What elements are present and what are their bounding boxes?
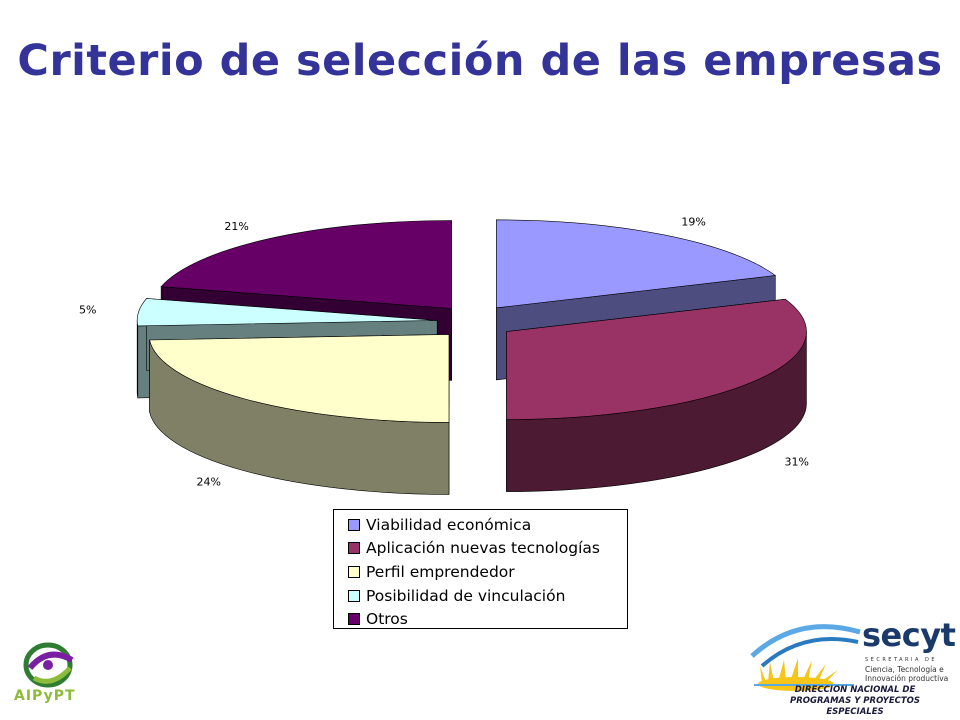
legend-label-0: Viabilidad económica <box>366 515 532 534</box>
pie-slice-top-3 <box>136 298 438 327</box>
legend-swatch-0 <box>348 518 360 531</box>
data-label-0: 19% <box>681 216 705 229</box>
secyt-subtitle: Ciencia, Tecnología e Innovación product… <box>865 665 949 683</box>
pie-slice-top-2 <box>149 334 450 423</box>
legend-item-3: Posibilidad de vinculación <box>348 584 627 608</box>
data-label-4: 21% <box>224 220 248 233</box>
data-label-2: 24% <box>196 475 220 488</box>
chart-legend: Viabilidad económica Aplicación nuevas te… <box>333 509 628 629</box>
pie-slice-top-4 <box>160 220 453 309</box>
pie-slice-1 <box>506 298 807 492</box>
legend-item-2: Perfil emprendedor <box>348 560 627 584</box>
aipypt-logo-icon <box>23 642 74 688</box>
data-label-3: 5% <box>79 304 96 317</box>
slide-title: Criterio de selección de las empresas <box>17 36 943 86</box>
legend-label-2: Perfil emprendedor <box>366 562 515 581</box>
direccion-nacional: DIRECCION NACIONAL DE PROGRAMAS Y PROYEC… <box>789 685 921 717</box>
legend-swatch-2 <box>348 565 360 578</box>
legend-item-1: Aplicación nuevas tecnologías <box>348 537 627 561</box>
legend-swatch-3 <box>348 589 360 602</box>
secyt-secretaria: SECRETARIA DE <box>865 657 938 663</box>
pie-slice-top-0 <box>496 219 777 309</box>
pie-slice-side-3 <box>136 320 139 398</box>
pie-slice-top-1 <box>506 298 807 420</box>
sunrise-logo-icon <box>750 624 861 691</box>
legend-swatch-4 <box>348 613 360 626</box>
legend-item-0: Viabilidad económica <box>348 513 627 537</box>
legend-label-3: Posibilidad de vinculación <box>366 586 566 605</box>
legend-swatch-1 <box>348 542 360 555</box>
secyt-brand: secyt <box>862 616 956 654</box>
legend-label-4: Otros <box>366 610 408 629</box>
data-label-1: 31% <box>785 455 809 468</box>
legend-item-4: Otros <box>348 607 627 631</box>
pie-slice-2 <box>149 334 450 495</box>
legend-label-1: Aplicación nuevas tecnologías <box>366 539 600 558</box>
aipypt-logo-text: AIPyPT <box>14 688 76 704</box>
